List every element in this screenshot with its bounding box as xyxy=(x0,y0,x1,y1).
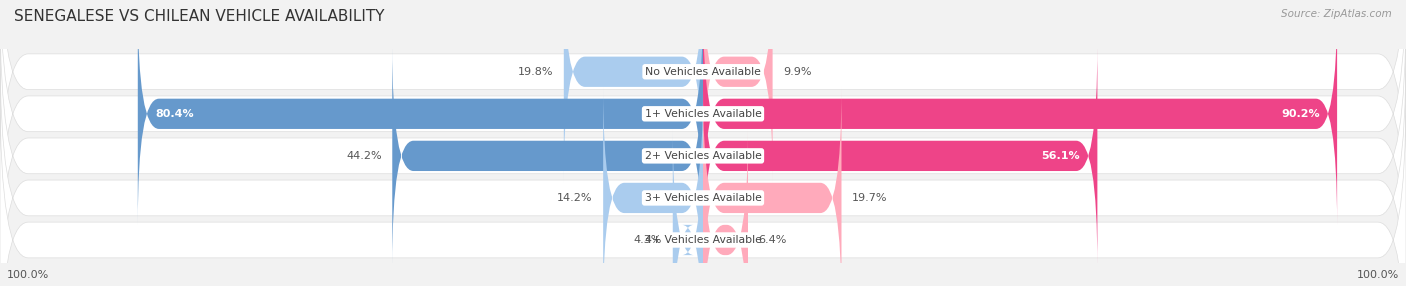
Text: No Vehicles Available: No Vehicles Available xyxy=(645,67,761,77)
FancyBboxPatch shape xyxy=(0,0,1406,222)
Text: 4.3%: 4.3% xyxy=(634,235,662,245)
FancyBboxPatch shape xyxy=(138,3,703,225)
FancyBboxPatch shape xyxy=(564,0,703,183)
Text: 4+ Vehicles Available: 4+ Vehicles Available xyxy=(644,235,762,245)
FancyBboxPatch shape xyxy=(392,45,703,267)
Text: Source: ZipAtlas.com: Source: ZipAtlas.com xyxy=(1281,9,1392,19)
Text: 56.1%: 56.1% xyxy=(1042,151,1080,161)
Text: 1+ Vehicles Available: 1+ Vehicles Available xyxy=(644,109,762,119)
Text: 19.7%: 19.7% xyxy=(852,193,887,203)
Text: SENEGALESE VS CHILEAN VEHICLE AVAILABILITY: SENEGALESE VS CHILEAN VEHICLE AVAILABILI… xyxy=(14,9,385,23)
Legend: Senegalese, Chilean: Senegalese, Chilean xyxy=(621,282,785,286)
Text: 100.0%: 100.0% xyxy=(1357,270,1399,279)
Text: 44.2%: 44.2% xyxy=(346,151,382,161)
Text: 90.2%: 90.2% xyxy=(1281,109,1319,119)
FancyBboxPatch shape xyxy=(603,87,703,286)
FancyBboxPatch shape xyxy=(0,5,1406,286)
Text: 100.0%: 100.0% xyxy=(7,270,49,279)
FancyBboxPatch shape xyxy=(703,45,1098,267)
Text: 19.8%: 19.8% xyxy=(517,67,554,77)
FancyBboxPatch shape xyxy=(0,47,1406,286)
FancyBboxPatch shape xyxy=(703,3,1337,225)
Text: 3+ Vehicles Available: 3+ Vehicles Available xyxy=(644,193,762,203)
FancyBboxPatch shape xyxy=(0,0,1406,264)
FancyBboxPatch shape xyxy=(0,90,1406,286)
Text: 9.9%: 9.9% xyxy=(783,67,811,77)
Text: 14.2%: 14.2% xyxy=(557,193,593,203)
FancyBboxPatch shape xyxy=(703,87,841,286)
Text: 2+ Vehicles Available: 2+ Vehicles Available xyxy=(644,151,762,161)
Text: 6.4%: 6.4% xyxy=(759,235,787,245)
FancyBboxPatch shape xyxy=(703,129,748,286)
FancyBboxPatch shape xyxy=(703,0,773,183)
FancyBboxPatch shape xyxy=(672,129,703,286)
Text: 80.4%: 80.4% xyxy=(155,109,194,119)
